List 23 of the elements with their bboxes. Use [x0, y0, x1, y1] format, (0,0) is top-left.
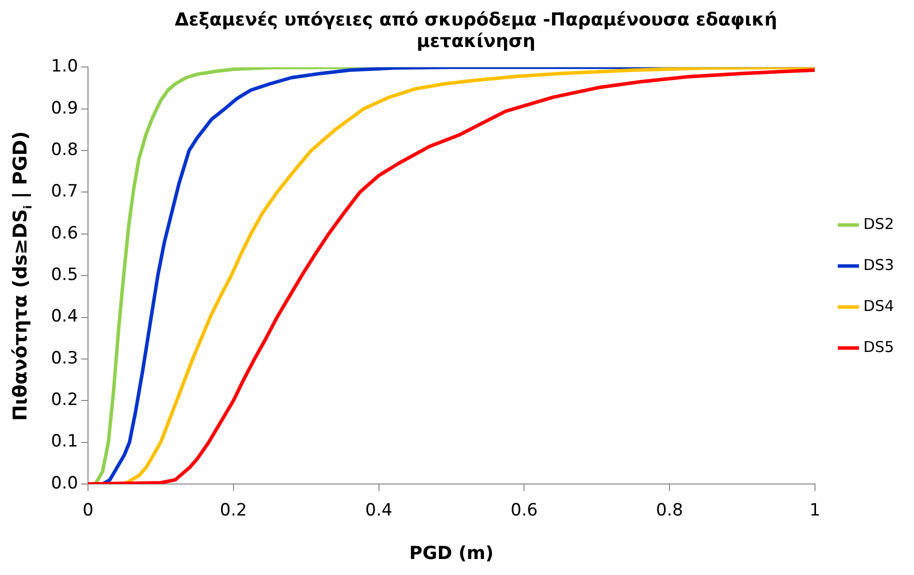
x-tick-label: 0.8 — [656, 500, 684, 521]
y-tick-label: 0.4 — [50, 306, 78, 327]
x-tick-label: 0.2 — [220, 500, 247, 521]
y-tick-label: 0.2 — [50, 390, 78, 410]
y-tick-label: 0.9 — [50, 98, 78, 118]
chart-title: Δεξαμενές υπόγειες από σκυρόδεμα -Παραμένουσα εδαφική μετακίνηση — [174, 9, 778, 52]
y-tick-label: 0.5 — [50, 265, 78, 286]
x-tick-label: 0.6 — [510, 500, 538, 521]
x-tick-label: 1 — [809, 500, 820, 521]
x-tick-label: 0.4 — [365, 500, 392, 521]
legend-label: DS5 — [863, 338, 894, 356]
y-tick-label: 1.0 — [50, 56, 78, 77]
legend-label: DS4 — [863, 296, 894, 315]
y-tick-label: 0.6 — [50, 223, 78, 244]
y-tick-label: 0.7 — [50, 182, 78, 202]
x-axis-title: PGD (m) — [409, 542, 494, 564]
y-tick-label: 0.3 — [50, 348, 78, 368]
legend-label: DS3 — [863, 256, 894, 274]
y-tick-label: 0.1 — [50, 432, 78, 452]
y-tick-label: 0.0 — [50, 473, 78, 494]
y-tick-label: 0.8 — [50, 140, 78, 160]
legend-label: DS2 — [863, 214, 894, 233]
x-tick-label: 0 — [82, 500, 94, 521]
